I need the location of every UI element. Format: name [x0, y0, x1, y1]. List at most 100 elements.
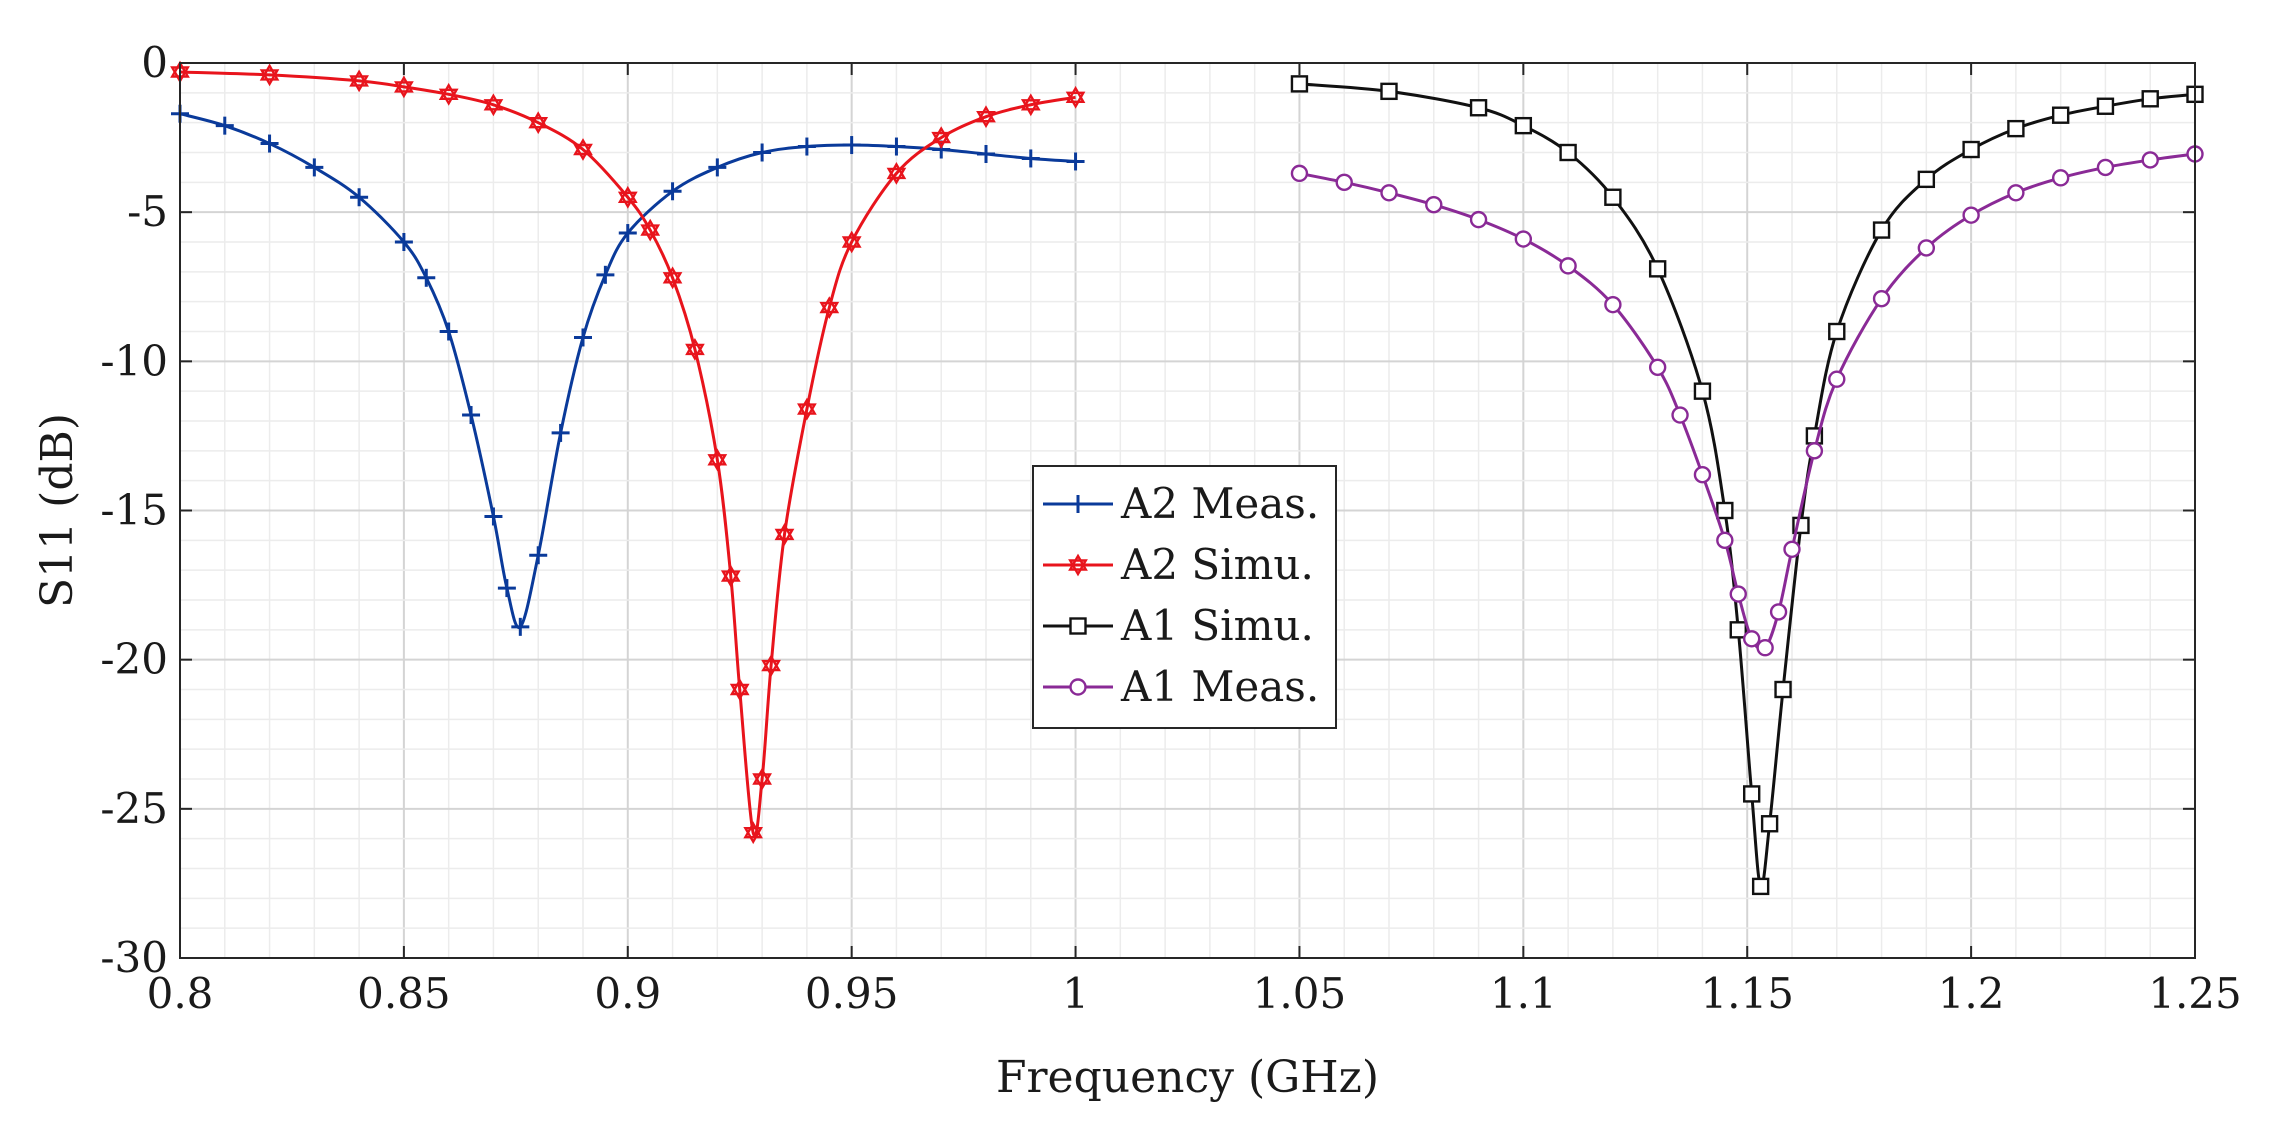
- square-shape: [2096, 97, 2115, 115]
- x-tick-label: 1.2: [1938, 969, 2005, 1018]
- data-point: [729, 678, 750, 701]
- circle-shape: [2096, 158, 2115, 177]
- circle-shape: [1716, 531, 1734, 550]
- series-line: [1299, 82, 2196, 889]
- data-point: [1559, 143, 1577, 162]
- data-point: [438, 82, 459, 106]
- data-point: [305, 158, 324, 177]
- star-up: [662, 266, 683, 284]
- data-point: [1716, 501, 1734, 520]
- data-point: [1751, 877, 1770, 896]
- data-point: [2096, 158, 2115, 177]
- circle-shape: [1769, 603, 1788, 621]
- star-down: [349, 75, 369, 93]
- data-point: [797, 397, 817, 421]
- star-up: [1068, 553, 1088, 571]
- circle-shape: [1514, 230, 1533, 248]
- star-down: [1065, 91, 1086, 109]
- data-point: [1962, 206, 1980, 224]
- x-tick-label: 0.95: [805, 969, 899, 1018]
- square-shape: [1469, 99, 1488, 117]
- star-up: [394, 75, 414, 93]
- square-shape: [1962, 140, 1980, 159]
- star-down: [886, 167, 907, 185]
- y-tick-label: -25: [100, 784, 168, 833]
- star-up: [685, 337, 705, 356]
- star-up: [729, 678, 750, 696]
- circle-shape: [1872, 289, 1891, 308]
- star-up: [438, 82, 459, 101]
- legend-item: A2 Simu.: [1043, 540, 1314, 589]
- circle-shape: [1729, 585, 1747, 603]
- star-down: [394, 81, 414, 99]
- data-point: [752, 767, 772, 791]
- circle-shape: [1069, 678, 1087, 696]
- square-shape: [1290, 75, 1309, 93]
- data-point: [2051, 106, 2070, 124]
- circle-shape: [1380, 184, 1398, 202]
- star-up: [1020, 93, 1041, 111]
- data-point: [596, 265, 615, 284]
- data-point: [1872, 289, 1891, 308]
- data-point: [1425, 196, 1443, 214]
- circle-shape: [1290, 164, 1309, 183]
- star-down: [976, 110, 996, 129]
- data-point: [1290, 75, 1309, 93]
- data-point: [1828, 370, 1846, 388]
- data-point: [640, 218, 661, 242]
- data-point: [2141, 151, 2159, 169]
- star-down: [752, 773, 772, 791]
- square-shape: [1380, 82, 1398, 101]
- data-point: [1769, 603, 1788, 621]
- circle-shape: [1742, 630, 1761, 648]
- star-up: [797, 397, 817, 415]
- data-point: [720, 564, 741, 588]
- star-up: [483, 93, 504, 111]
- y-axis-label: S11 (dB): [32, 413, 83, 608]
- data-point: [551, 423, 570, 442]
- data-point: [484, 507, 503, 526]
- data-point: [260, 134, 279, 153]
- square-shape: [1716, 501, 1734, 520]
- star-down: [573, 143, 593, 161]
- data-point: [1065, 85, 1086, 109]
- star-down: [707, 454, 728, 472]
- data-point: [1756, 639, 1774, 657]
- data-point: [2007, 119, 2025, 138]
- data-point: [483, 93, 504, 117]
- data-point: [1693, 466, 1712, 484]
- legend-label: A2 Meas.: [1120, 479, 1319, 528]
- star-up: [761, 654, 781, 672]
- data-point: [215, 116, 234, 135]
- data-point: [618, 224, 637, 243]
- data-point: [663, 182, 682, 201]
- legend-label: A1 Meas.: [1120, 662, 1319, 711]
- square-shape: [1604, 188, 1622, 206]
- data-point: [1020, 93, 1041, 117]
- data-point: [439, 322, 458, 341]
- star-up: [720, 564, 741, 582]
- data-point: [574, 328, 592, 347]
- series-line: [179, 112, 1076, 630]
- data-point: [394, 75, 414, 99]
- legend-item: A1 Meas.: [1043, 662, 1319, 711]
- data-point: [1742, 630, 1761, 648]
- x-tick-label: 0.8: [147, 969, 214, 1018]
- circle-shape: [1805, 442, 1824, 460]
- square-shape: [1514, 116, 1533, 135]
- data-point: [1716, 531, 1734, 550]
- x-tick-label: 1.25: [2148, 969, 2242, 1018]
- data-point: [977, 144, 995, 163]
- circle-shape: [1962, 206, 1980, 224]
- star-down: [1068, 559, 1088, 577]
- legend-label: A1 Simu.: [1120, 601, 1314, 650]
- square-shape: [1742, 785, 1761, 803]
- legend-marker: [1069, 495, 1087, 513]
- x-tick-label: 1: [1062, 969, 1089, 1018]
- star-down: [528, 116, 549, 135]
- star-down: [438, 88, 459, 106]
- data-point: [1469, 99, 1488, 117]
- circle-shape: [1693, 466, 1712, 484]
- data-point: [887, 137, 906, 156]
